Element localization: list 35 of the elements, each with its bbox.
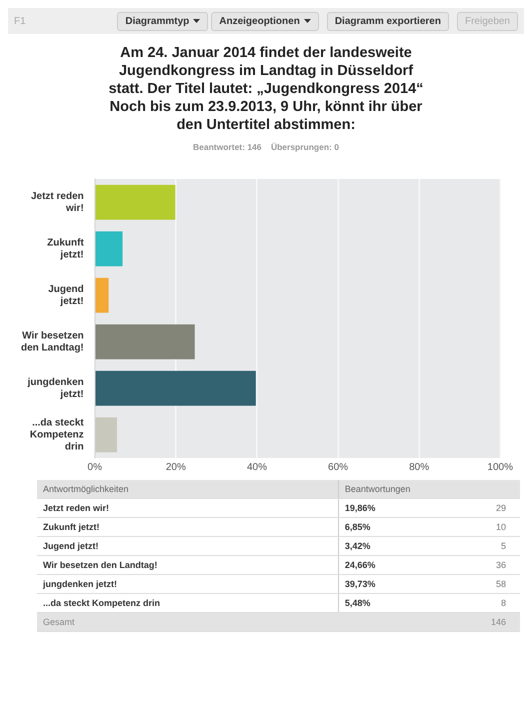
text: Beantwortungen	[338, 480, 520, 498]
y-tick-label: ...da steckt Kompetenz drin	[30, 418, 84, 452]
text: Antwortmöglichkeiten	[37, 480, 338, 498]
text: 146	[438, 612, 520, 632]
text: Diagramm exportieren	[326, 12, 449, 30]
x-tick-label: 80%	[409, 462, 430, 473]
text: 36	[438, 556, 520, 574]
text: 24,66%	[338, 556, 438, 574]
x-tick-label: 60%	[328, 462, 348, 473]
y-tick-label: Zukunft jetzt!	[47, 238, 84, 260]
y-tick-label: Jetzt reden wir!	[30, 191, 84, 214]
x-tick-label: 100%	[487, 462, 514, 473]
y-tick-label: Wir besetzen den Landtag!	[20, 330, 84, 354]
text: F1	[14, 16, 26, 26]
text: Anzeigeoptionen	[211, 12, 319, 30]
x-tick-label: 20%	[166, 462, 186, 473]
text: 39,73%	[338, 574, 438, 594]
x-tick-label: 0%	[88, 462, 102, 473]
text: 10	[438, 518, 520, 536]
text: 5,48%	[338, 594, 438, 612]
text: Freigeben	[456, 12, 518, 30]
x-tick-label: 40%	[246, 462, 268, 473]
text: 8	[438, 594, 520, 612]
y-tick-label: jungdenken jetzt!	[26, 377, 84, 400]
text: Gesamt	[37, 612, 438, 632]
text: 58	[438, 574, 520, 594]
text: Diagrammtyp	[117, 12, 208, 30]
chart-title: Am 24. Januar 2014 findet der landesweite Jugendkongress im Landtag in Düsseldorf statt. Der Titel lautet: „Jugendkongress 2014“ Noch bis zum 23.9.2013, 9 Uhr, könnt ihr über den Untertitel abstimmen:	[108, 44, 424, 134]
text: 19,86%	[338, 498, 438, 518]
text: 6,85%	[338, 518, 438, 536]
text: 3,42%	[338, 536, 438, 556]
text: 5	[438, 536, 520, 556]
y-tick-label: Jugend jetzt!	[48, 284, 84, 307]
text: 29	[438, 498, 520, 518]
chart-subtitle: Beantwortet: 146 Übersprungen: 0	[192, 142, 340, 152]
